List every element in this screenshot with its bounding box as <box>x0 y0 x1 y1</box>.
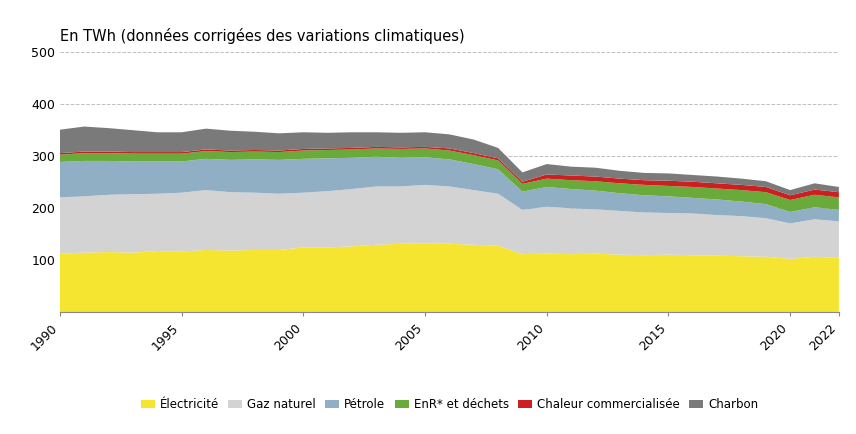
Legend: Électricité, Gaz naturel, Pétrole, EnR* et déchets, Chaleur commercialisée, Char: Électricité, Gaz naturel, Pétrole, EnR* … <box>136 394 763 416</box>
Text: En TWh (données corrigées des variations climatiques): En TWh (données corrigées des variations… <box>60 28 465 44</box>
